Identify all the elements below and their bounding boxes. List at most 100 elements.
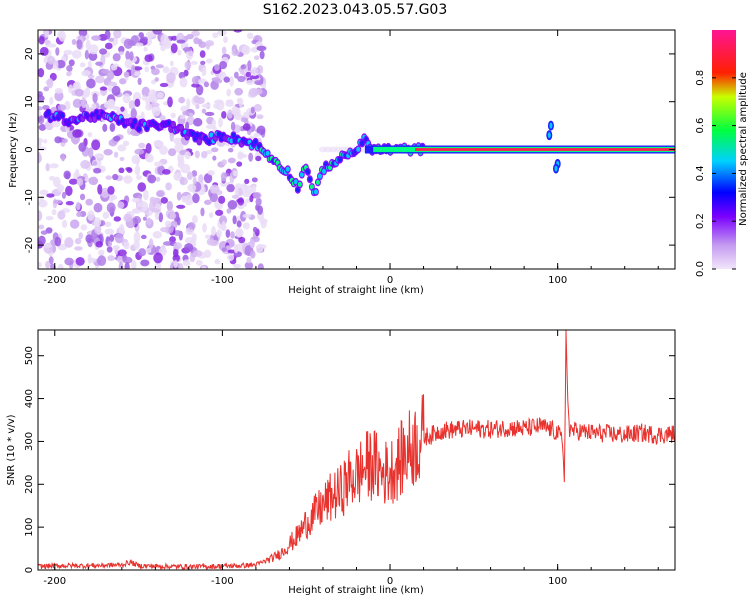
heatmap-noise-blob (160, 44, 166, 52)
y-tick-label: 300 (24, 432, 35, 451)
heatmap-noise-blob (95, 75, 105, 84)
heatmap-noise-blob (112, 53, 121, 62)
heatmap-noise-blob (79, 62, 86, 68)
heatmap-noise-blob (48, 256, 54, 265)
heatmap-ridge-blob (313, 189, 318, 195)
heatmap-noise-blob (204, 111, 215, 117)
heatmap-noise-blob (186, 98, 191, 109)
bottom-x-axis-label: Height of straight line (km) (288, 585, 424, 596)
heatmap-noise-blob (87, 253, 92, 264)
heatmap-noise-blob (126, 167, 133, 173)
heatmap-ridge-blob (285, 166, 290, 172)
heatmap-noise-blob (38, 146, 47, 152)
heatmap-noise-blob (63, 49, 73, 56)
heatmap-noise-blob (195, 259, 203, 266)
heatmap-noise-blob (94, 224, 102, 234)
figure-title: S162.2023.043.05.57.G03 (263, 2, 448, 18)
heatmap-noise-blob (102, 211, 110, 219)
heatmap-noise-blob (256, 64, 264, 75)
heatmap-noise-blob (216, 140, 226, 147)
heatmap-noise-blob (108, 99, 116, 108)
heatmap-noise-blob (223, 36, 228, 44)
heatmap-noise-blob (143, 189, 149, 201)
heatmap-ridge-blob (209, 132, 214, 138)
y-tick-label: -20 (24, 237, 35, 253)
heatmap-noise-blob (132, 216, 142, 225)
heatmap-noise-blob (80, 97, 87, 109)
heatmap-noise-blob (88, 44, 99, 55)
heatmap-noise-blob (255, 244, 264, 254)
heatmap-noise-blob (107, 84, 113, 92)
heatmap-noise-blob (191, 76, 200, 85)
heatmap-noise-blob (232, 263, 242, 269)
heatmap-noise-blob (87, 132, 93, 138)
heatmap-noise-blob (74, 88, 84, 97)
heatmap-noise-blob (40, 230, 48, 235)
x-tick-label: -200 (43, 576, 66, 587)
heatmap-noise-blob (213, 99, 224, 105)
heatmap-noise-blob (218, 117, 223, 128)
heatmap-noise-blob (160, 226, 169, 233)
heatmap-noise-blob (210, 226, 216, 237)
spectrogram-frame (37, 29, 676, 270)
heatmap-noise-blob (240, 64, 247, 70)
heatmap-noise-blob (178, 71, 186, 80)
heatmap-noise-blob (61, 191, 67, 199)
heatmap-noise-blob (227, 254, 235, 262)
heatmap-noise-blob (49, 96, 54, 106)
heatmap-disturbance-core (547, 132, 551, 139)
heatmap-ridge-blob (315, 179, 320, 185)
heatmap-noise-blob (47, 55, 56, 65)
heatmap-noise-blob (229, 75, 234, 87)
heatmap-noise-blob (66, 71, 72, 77)
y-tick-label: 500 (24, 346, 35, 365)
heatmap-noise-blob (74, 246, 83, 251)
colorbar-label: Normalized spectral amplitude (738, 72, 749, 226)
heatmap-noise-blob (47, 43, 57, 48)
heatmap-noise-blob (238, 153, 248, 159)
heatmap-noise-blob (173, 260, 178, 269)
heatmap-noise-blob (104, 42, 113, 50)
heatmap-noise-blob (173, 172, 183, 181)
heatmap-noise-blob (241, 184, 249, 193)
heatmap-noise-blob (189, 253, 196, 263)
heatmap-noise-blob (233, 243, 239, 254)
heatmap-noise-blob (162, 168, 171, 175)
heatmap-noise-blob (237, 197, 245, 206)
heatmap-noise-blob (44, 30, 49, 38)
heatmap-noise-blob (204, 199, 212, 205)
heatmap-noise-blob (182, 47, 193, 52)
heatmap-noise-blob (141, 86, 150, 98)
heatmap-noise-blob (159, 145, 168, 155)
heatmap-noise-blob (65, 185, 73, 196)
heatmap-noise-blob (221, 159, 227, 166)
heatmap-noise-blob (213, 103, 220, 109)
heatmap-noise-blob (76, 178, 84, 186)
heatmap-ridge-blob (299, 172, 304, 178)
heatmap-noise-blob (64, 237, 74, 248)
heatmap-noise-blob (250, 106, 255, 114)
heatmap-noise-blob (151, 105, 161, 117)
heatmap-noise-blob (123, 213, 133, 223)
heatmap-noise-blob (113, 135, 121, 142)
heatmap-noise-blob (131, 154, 141, 165)
heatmap-noise-blob (148, 238, 154, 250)
heatmap-noise-blob (155, 64, 164, 69)
heatmap-noise-blob (93, 167, 102, 174)
heatmap-ridge-blob (46, 110, 51, 116)
heatmap-noise-blob (46, 193, 55, 198)
heatmap-noise-blob (128, 99, 136, 110)
heatmap-noise-blob (176, 39, 186, 44)
heatmap-noise-blob (214, 258, 221, 265)
heatmap-noise-blob (193, 117, 203, 127)
heatmap-noise-blob (182, 110, 191, 116)
colorbar-ticks: 0.0 0.2 0.4 0.6 0.8 (695, 70, 736, 277)
heatmap-noise-blob (191, 215, 198, 224)
heatmap-noise-blob (230, 121, 236, 131)
heatmap-noise-blob (72, 82, 79, 90)
x-tick-label: 0 (387, 576, 393, 587)
heatmap-noise-blob (231, 49, 240, 57)
heatmap-noise-blob (209, 184, 220, 194)
heatmap-noise-blob (179, 177, 188, 186)
heatmap-noise-blob (249, 74, 260, 80)
